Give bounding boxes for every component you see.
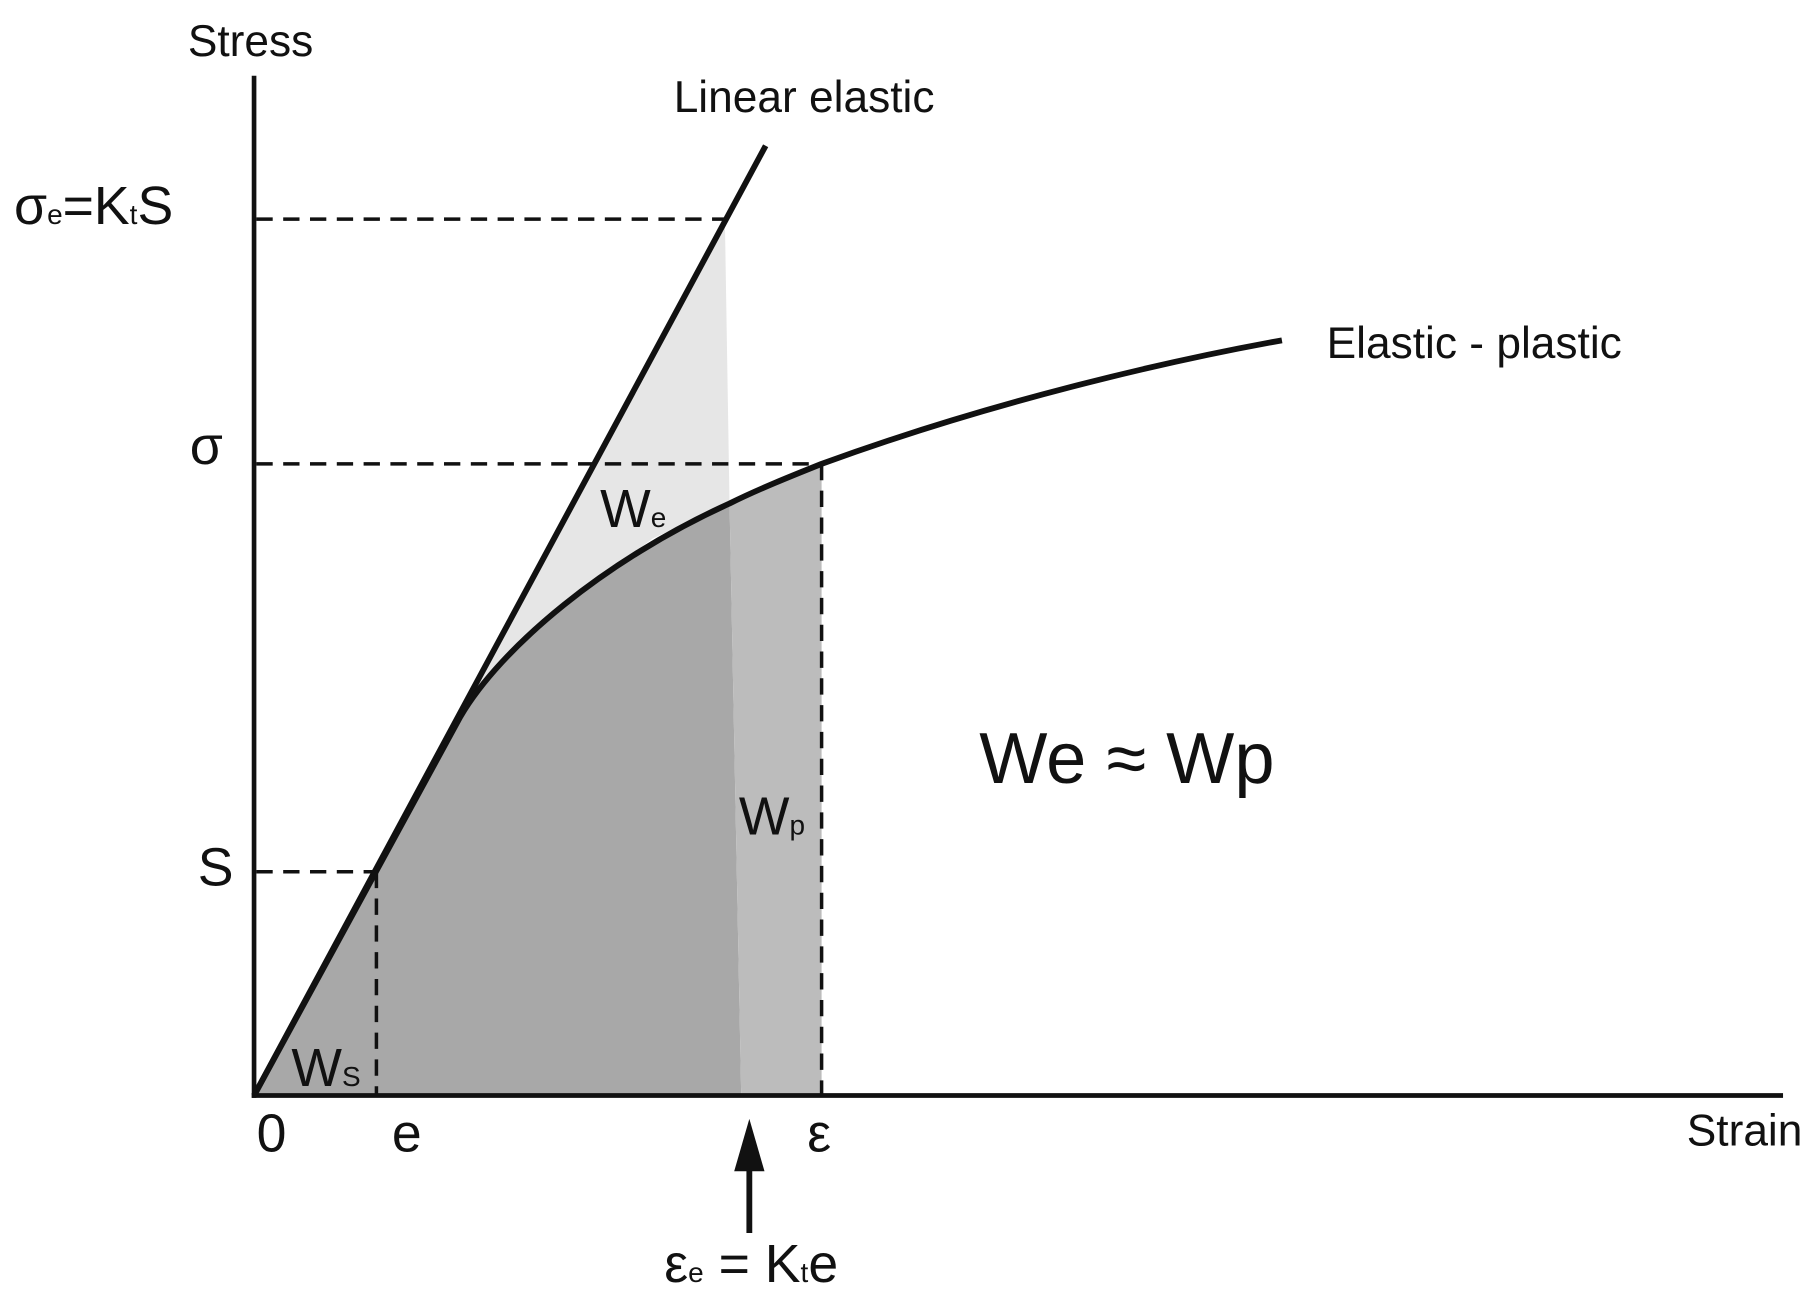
ws-area-label: WS	[291, 1038, 360, 1098]
sigma-e-label: σe=KtS	[14, 176, 173, 236]
elastic-plastic-curve	[251, 337, 1283, 1097]
label-part: S	[137, 176, 173, 236]
wp-area-label: Wp	[739, 786, 805, 846]
area-dark	[254, 503, 742, 1096]
label-sub: p	[789, 809, 805, 840]
epsilon-e-label: εe = Kte	[664, 1234, 838, 1294]
x-axis-label: Strain	[1687, 1107, 1803, 1156]
label-part: W	[600, 479, 651, 539]
label-part: W	[291, 1038, 342, 1098]
area-wp	[729, 463, 822, 1096]
e-label: e	[392, 1103, 422, 1163]
label-part: =K	[63, 176, 130, 236]
label-part: σ	[14, 176, 47, 236]
label-part: ε	[664, 1234, 688, 1294]
epsilon-label: ε	[807, 1103, 831, 1163]
y-axis-label: Stress	[188, 17, 313, 66]
we-area-label: We	[600, 479, 666, 539]
origin-label: 0	[257, 1103, 287, 1163]
equation: We ≈ Wp	[979, 719, 1274, 799]
label-part: e	[808, 1234, 838, 1294]
linear-elastic-label: Linear elastic	[674, 73, 935, 122]
label-part: W	[739, 786, 790, 846]
label-sub: e	[47, 199, 63, 230]
label-sub: t	[801, 1257, 809, 1288]
sigma-label: σ	[190, 416, 223, 476]
label-sub: t	[130, 199, 138, 230]
elastic-plastic-label: Elastic - plastic	[1327, 319, 1622, 368]
label-sub: S	[342, 1061, 361, 1092]
label-sub: e	[651, 502, 667, 533]
label-sub: e	[688, 1257, 704, 1288]
arrow-head	[734, 1118, 765, 1172]
label-part: = K	[704, 1234, 801, 1294]
s-label: S	[198, 838, 234, 898]
